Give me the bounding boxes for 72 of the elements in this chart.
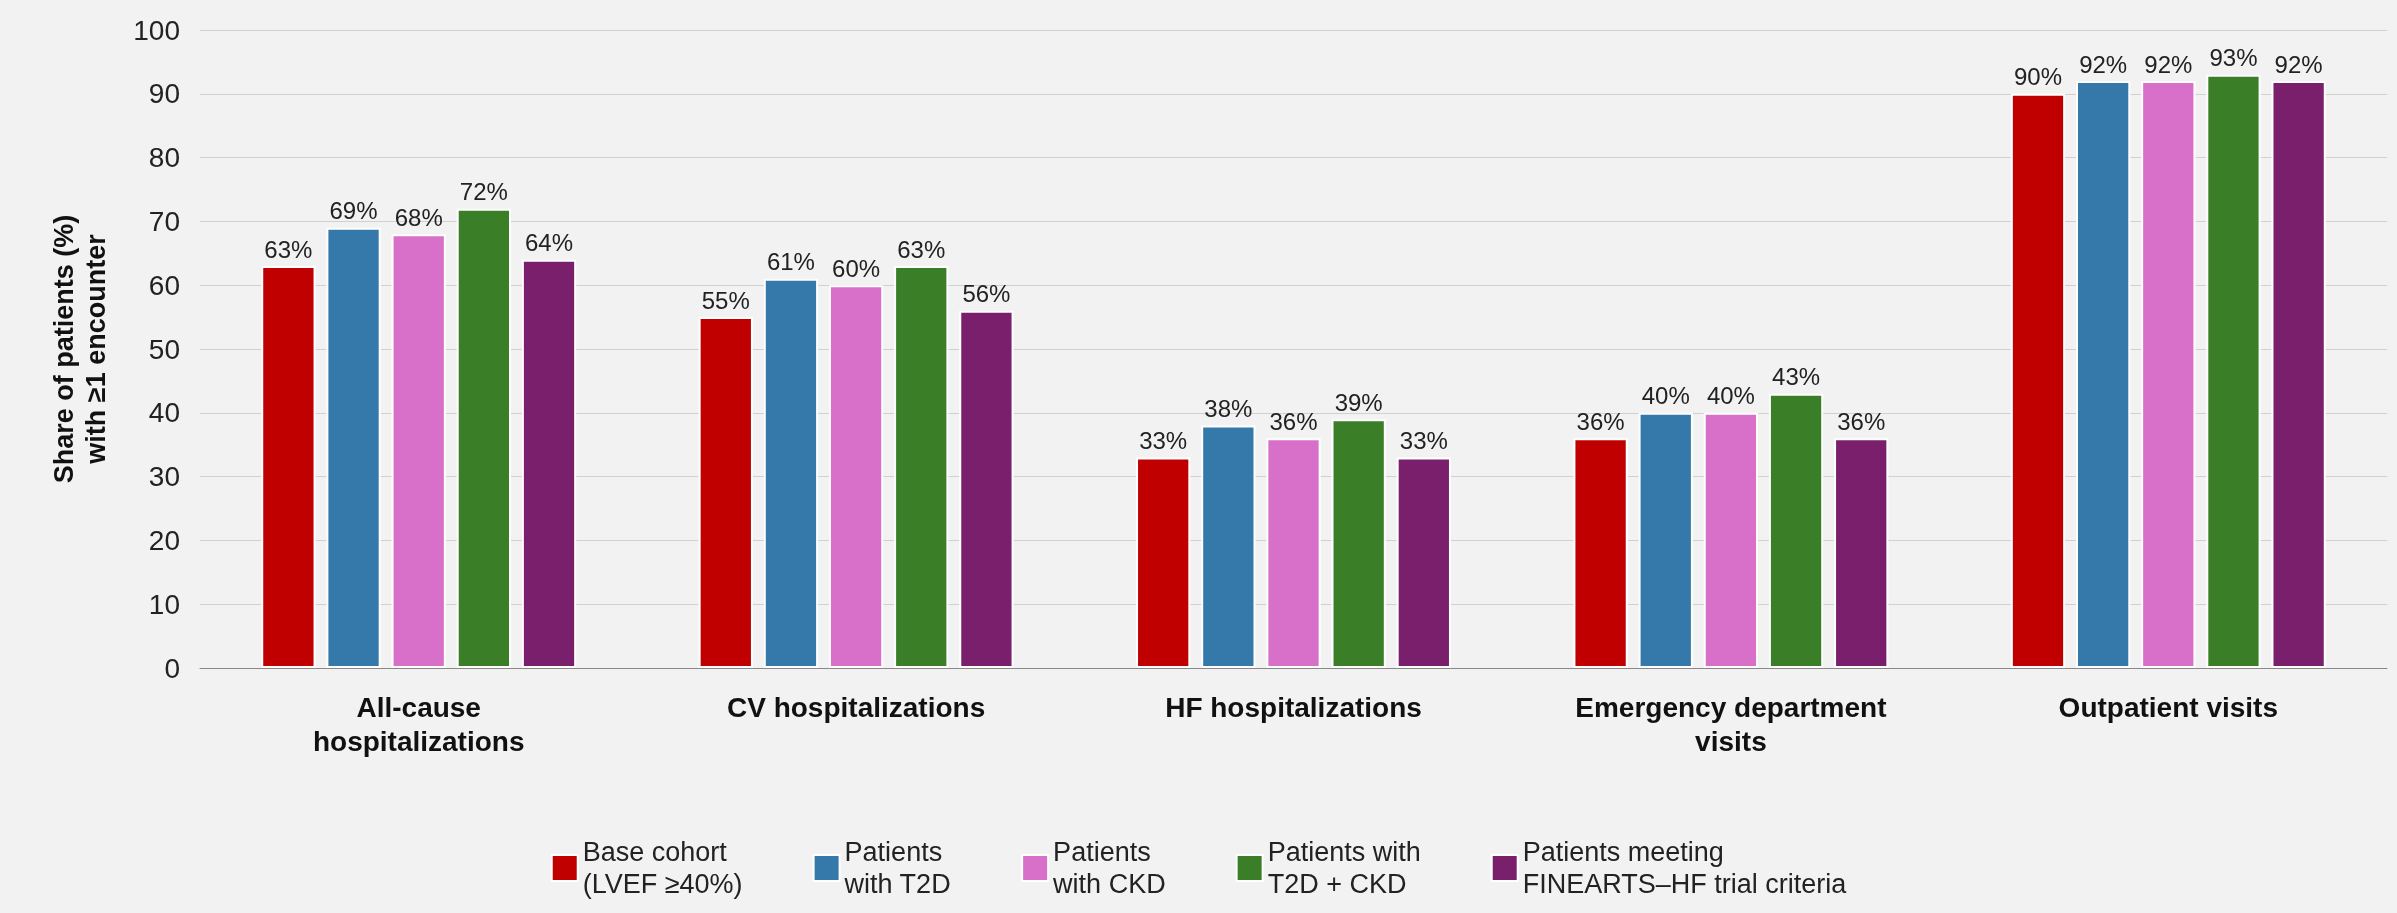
y-tick-label: 80: [148, 142, 180, 174]
data-label: 63%: [264, 235, 313, 263]
bar: [894, 266, 949, 668]
legend-label: Base cohort (LVEF ≥40%): [582, 837, 743, 899]
data-label: 36%: [1837, 407, 1886, 435]
data-label: 39%: [1334, 388, 1383, 416]
y-tick-label: 50: [148, 333, 180, 365]
bar: [1768, 393, 1824, 668]
bar: [698, 317, 753, 668]
data-label: 55%: [701, 286, 750, 314]
y-tick-label: 70: [148, 205, 180, 237]
y-tick-label: 30: [148, 461, 180, 493]
data-label: 92%: [2079, 50, 2128, 78]
x-tick-label: All-cause hospitalizations: [312, 691, 525, 757]
y-tick-label: 20: [148, 524, 180, 556]
data-label: 90%: [2013, 63, 2063, 91]
data-label: 33%: [1139, 426, 1188, 454]
bar: [1136, 457, 1191, 668]
y-tick-label: 90: [148, 78, 180, 110]
data-label: 92%: [2274, 50, 2323, 78]
data-label: 38%: [1204, 395, 1253, 423]
bar: [1201, 425, 1256, 668]
bar: [2206, 74, 2261, 668]
bar: [2271, 81, 2326, 668]
data-label: 36%: [1269, 407, 1318, 435]
data-label: 40%: [1641, 382, 1690, 410]
legend-label: Patients meeting FINEARTS–HF trial criteria: [1522, 837, 1848, 899]
bar: [2010, 93, 2066, 668]
bar: [456, 208, 512, 668]
data-label: 93%: [2209, 44, 2258, 72]
data-label: 92%: [2144, 50, 2193, 78]
data-label: 61%: [766, 248, 815, 276]
y-tick-label: 60: [148, 269, 180, 301]
data-label: 60%: [832, 254, 881, 282]
bar: [1703, 412, 1759, 668]
bar: [1266, 438, 1321, 668]
x-tick-label: Emergency department visits: [1575, 691, 1887, 757]
legend-label: Patients with T2D + CKD: [1267, 837, 1421, 899]
bar: [1638, 412, 1693, 668]
bar: [1834, 438, 1889, 668]
bar: [2141, 81, 2196, 668]
bar: [261, 266, 316, 668]
legend-label: Patients with CKD: [1052, 837, 1166, 899]
bar: [828, 285, 884, 668]
y-tick-label: 100: [133, 14, 180, 46]
data-label: 64%: [524, 229, 574, 257]
data-label: 36%: [1576, 407, 1625, 435]
y-tick-label: 10: [148, 588, 180, 620]
data-label: 72%: [459, 178, 508, 206]
bar: [959, 310, 1014, 668]
y-tick-label: 40: [148, 397, 180, 429]
bar: [1573, 438, 1628, 668]
bar: [326, 227, 381, 668]
data-label: 40%: [1706, 382, 1755, 410]
x-tick-label: Outpatient visits: [2058, 691, 2278, 723]
bar: [521, 259, 577, 668]
data-label: 33%: [1399, 426, 1448, 454]
data-label: 43%: [1772, 363, 1821, 391]
bar: [763, 278, 819, 668]
y-tick-label: 0: [164, 652, 180, 684]
data-label: 63%: [897, 235, 946, 263]
data-label: 68%: [394, 203, 443, 231]
x-tick-label: CV hospitalizations: [726, 691, 986, 723]
bar: [1396, 457, 1451, 668]
y-axis-title: Share of patients (%) with ≥1 encounter: [49, 214, 111, 484]
x-tick-label: HF hospitalizations: [1165, 691, 1422, 723]
data-label: 69%: [329, 197, 378, 225]
bar: [391, 234, 446, 668]
data-label: 56%: [962, 280, 1011, 308]
bar: [1331, 419, 1386, 668]
legend-label: Patients with T2D: [843, 837, 951, 899]
bar: [2075, 81, 2131, 668]
